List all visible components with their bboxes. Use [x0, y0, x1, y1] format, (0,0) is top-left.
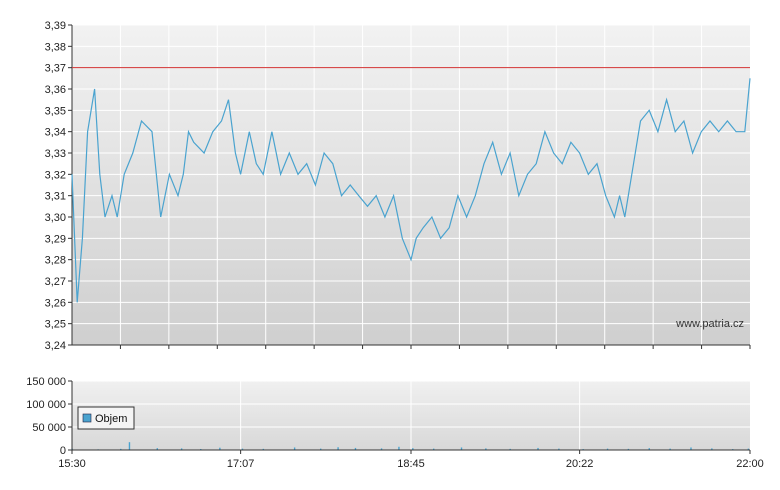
- price-y-tick-label: 3,38: [45, 41, 66, 53]
- volume-y-tick-label: 150 000: [26, 376, 66, 388]
- volume-bar: [200, 448, 202, 450]
- volume-bar: [320, 448, 322, 450]
- volume-bar: [747, 448, 750, 450]
- legend-swatch: [82, 413, 92, 423]
- volume-x-tick-label: 17:07: [227, 458, 255, 470]
- volume-bar: [262, 448, 265, 450]
- price-y-tick-label: 3,28: [45, 255, 66, 267]
- volume-y-tick-label: 0: [60, 445, 66, 457]
- price-y-tick-label: 3,26: [45, 297, 66, 309]
- price-y-tick-label: 3,31: [45, 191, 66, 203]
- legend-label: Objem: [95, 413, 127, 425]
- volume-y-tick-label: 100 000: [26, 399, 66, 411]
- price-y-tick-label: 3,33: [45, 148, 66, 160]
- price-y-tick-label: 3,37: [45, 63, 66, 75]
- price-y-tick-label: 3,30: [45, 212, 66, 224]
- volume-bar: [669, 448, 671, 450]
- volume-bar: [412, 448, 414, 450]
- volume-bar: [648, 448, 650, 450]
- price-x-ticks: [119, 345, 751, 349]
- volume-y-axis: 0 50 000 100 000 150 000: [26, 376, 72, 457]
- volume-x-tick-label: 15:30: [58, 458, 86, 470]
- price-y-tick-label: 3,35: [45, 105, 66, 117]
- volume-bar: [293, 447, 296, 450]
- volume-y-tick-label: 50 000: [32, 422, 66, 434]
- volume-bar: [337, 447, 339, 450]
- volume-bar: [690, 447, 692, 450]
- volume-panel: 0 50 000 100 000 150 000 15:30 17:07 18:45 20:…: [26, 376, 764, 470]
- price-y-tick-label: 3,34: [45, 127, 66, 139]
- volume-bar: [380, 448, 383, 450]
- volume-x-axis: 15:30 17:07 18:45 20:22 22:00: [58, 450, 764, 470]
- volume-x-tick-label: 22:00: [736, 458, 764, 470]
- volume-bar: [398, 446, 400, 450]
- volume-bar: [558, 448, 560, 450]
- watermark: www.patria.cz: [675, 318, 744, 330]
- volume-x-tick-label: 18:45: [397, 458, 425, 470]
- volume-bar: [354, 447, 357, 450]
- volume-bar: [711, 448, 713, 450]
- price-y-tick-label: 3,32: [45, 169, 66, 181]
- price-grid: [72, 24, 750, 346]
- price-y-tick-label: 3,27: [45, 276, 66, 288]
- volume-bar: [606, 448, 609, 450]
- price-y-tick-label: 3,36: [45, 84, 66, 96]
- volume-bar: [156, 448, 158, 450]
- volume-bar: [128, 442, 131, 450]
- price-y-axis: 3,24 3,25 3,26 3,27 3,28 3,29 3,30 3,31 3,32 3,33…: [45, 20, 72, 352]
- volume-bar: [219, 447, 221, 450]
- volume-bar: [537, 447, 539, 450]
- price-series-line: [71, 78, 751, 303]
- price-y-tick-label: 3,39: [45, 20, 66, 32]
- legend: Objem: [77, 406, 135, 430]
- volume-bar: [241, 448, 244, 450]
- volume-bar: [433, 448, 435, 450]
- price-y-tick-label: 3,25: [45, 319, 66, 331]
- price-y-tick-label: 3,24: [45, 340, 66, 352]
- volume-x-tick-label: 20:22: [566, 458, 594, 470]
- volume-bar: [460, 447, 463, 450]
- price-panel: 3,24 3,25 3,26 3,27 3,28 3,29 3,30 3,31 3,32 3,33…: [45, 20, 751, 352]
- legend-box: [77, 406, 135, 430]
- volume-bar: [485, 448, 487, 450]
- price-y-tick-label: 3,29: [45, 233, 66, 245]
- volume-bar: [180, 448, 183, 450]
- volume-bar: [509, 448, 511, 450]
- volume-bars: [71, 442, 750, 451]
- volume-bar: [120, 448, 122, 450]
- volume-bar: [627, 448, 630, 450]
